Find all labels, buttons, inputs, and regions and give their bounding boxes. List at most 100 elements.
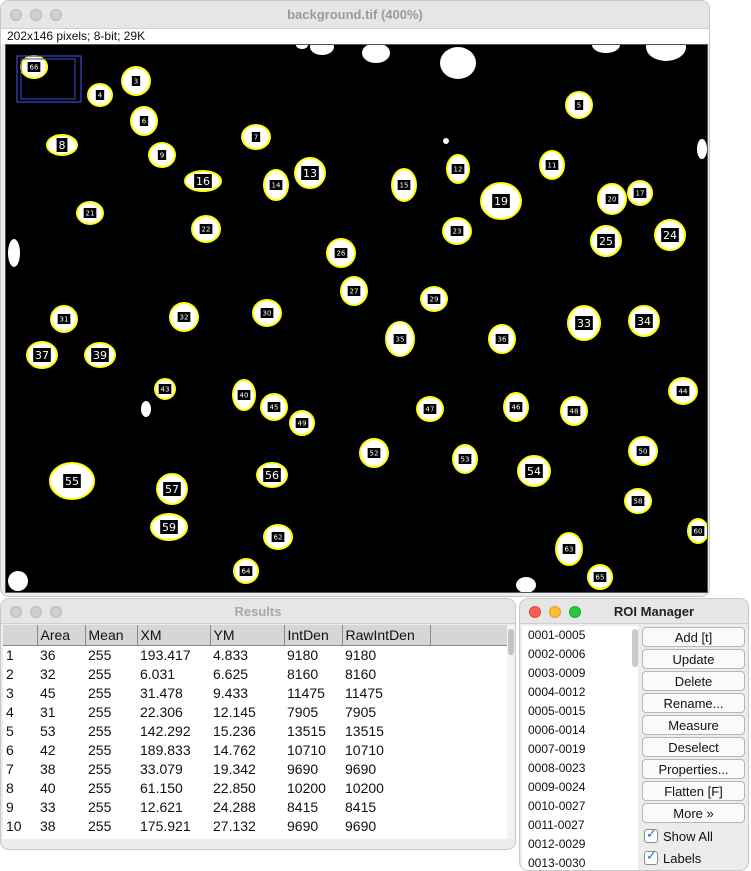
column-header[interactable]: Mean bbox=[85, 625, 138, 646]
image-svg[interactable]: 2345678911121314151617192021222324252627… bbox=[6, 45, 708, 593]
checkbox-checked-icon[interactable] bbox=[644, 849, 658, 865]
image-canvas[interactable]: 2345678911121314151617192021222324252627… bbox=[5, 44, 708, 593]
column-header[interactable]: RawIntDen bbox=[342, 625, 431, 646]
roi-list-item[interactable]: 0001-0005 bbox=[528, 628, 586, 642]
table-cell: 11475 bbox=[345, 684, 383, 701]
results-header-row: Area Mean XM YM IntDen RawIntDen bbox=[3, 625, 508, 646]
table-row[interactable]: 5 53 255 142.292 15.236 13515 13515 bbox=[3, 721, 508, 740]
image-window-titlebar[interactable]: background.tif (400%) bbox=[1, 1, 709, 29]
roi-label-background bbox=[163, 482, 181, 496]
results-window[interactable]: Results Area Mean XM YM IntDen RawIntDen… bbox=[0, 598, 516, 850]
rename-button[interactable]: Rename... bbox=[642, 693, 745, 713]
roi-list-item[interactable]: 0012-0029 bbox=[528, 837, 586, 851]
roi-label: 23 bbox=[453, 228, 462, 236]
flatten-button[interactable]: Flatten [F] bbox=[642, 781, 745, 801]
roi-label: 4 bbox=[98, 92, 103, 100]
measure-button[interactable]: Measure bbox=[642, 715, 745, 735]
table-cell: 33.079 bbox=[140, 760, 183, 777]
window-controls bbox=[10, 9, 62, 21]
close-icon[interactable] bbox=[10, 9, 22, 21]
table-row[interactable]: 3 45 255 31.478 9.433 11475 11475 bbox=[3, 683, 508, 702]
table-row[interactable]: 8 40 255 61.150 22.850 10200 10200 bbox=[3, 778, 508, 797]
column-header[interactable]: YM bbox=[210, 625, 285, 646]
table-cell: 9690 bbox=[287, 817, 319, 834]
roi-manager-title: ROI Manager bbox=[613, 604, 695, 619]
table-cell: 42 bbox=[40, 741, 56, 758]
add-button[interactable]: Add [t] bbox=[642, 627, 745, 647]
selected-roi-rectangle[interactable] bbox=[16, 55, 82, 103]
roi-label-background bbox=[251, 132, 261, 142]
roi-list-item[interactable]: 0010-0027 bbox=[528, 799, 586, 813]
close-icon[interactable] bbox=[10, 606, 22, 618]
roi-manager-titlebar[interactable]: ROI Manager bbox=[520, 599, 748, 624]
roi-list-item[interactable]: 0011-0027 bbox=[528, 818, 585, 832]
table-row[interactable]: 7 38 255 33.079 19.342 9690 9690 bbox=[3, 759, 508, 778]
roi-label-background bbox=[451, 164, 465, 174]
roi-label: 25 bbox=[599, 235, 613, 248]
table-cell: 10200 bbox=[345, 779, 384, 796]
roi-label: 66 bbox=[30, 64, 39, 72]
table-row[interactable]: 10 38 255 175.921 27.132 9690 9690 bbox=[3, 816, 508, 835]
roi-list-item[interactable]: 0005-0015 bbox=[528, 704, 586, 718]
roi-list-item[interactable]: 0006-0014 bbox=[528, 723, 586, 737]
delete-button[interactable]: Delete bbox=[642, 671, 745, 691]
table-cell: 19.342 bbox=[213, 760, 256, 777]
roi-label-background bbox=[239, 566, 253, 576]
roi-list[interactable]: 0001-0005 0002-0006 0003-0009 0004-0012 0005… bbox=[522, 626, 638, 870]
minimize-icon[interactable] bbox=[30, 9, 42, 21]
roi-list-item[interactable]: 0002-0006 bbox=[528, 647, 586, 661]
roi-label-background bbox=[597, 234, 615, 248]
table-row[interactable]: 4 31 255 22.306 12.145 7905 7905 bbox=[3, 702, 508, 721]
roi-label-background bbox=[301, 166, 319, 180]
image-window[interactable]: background.tif (400%) 202x146 pixels; 8-… bbox=[0, 0, 710, 597]
zoom-icon[interactable] bbox=[569, 606, 581, 618]
roi-list-item[interactable]: 0009-0024 bbox=[528, 780, 586, 794]
zoom-icon[interactable] bbox=[50, 9, 62, 21]
roi-label-background bbox=[63, 474, 81, 488]
cell-blob bbox=[440, 47, 476, 79]
update-button[interactable]: Update bbox=[642, 649, 745, 669]
roi-manager-window[interactable]: ROI Manager 0001-0005 0002-0006 0003-0009 0… bbox=[519, 598, 749, 871]
minimize-icon[interactable] bbox=[549, 606, 561, 618]
table-cell: 40 bbox=[40, 779, 56, 796]
checkbox-checked-icon[interactable] bbox=[644, 827, 658, 843]
table-cell: 255 bbox=[88, 760, 112, 777]
table-cell: 7905 bbox=[345, 703, 377, 720]
roi-label-background bbox=[397, 180, 411, 190]
cell-blob bbox=[646, 45, 686, 61]
table-row[interactable]: 1 36 255 193.417 4.833 9180 9180 bbox=[3, 645, 508, 664]
labels-checkbox[interactable]: Labels bbox=[642, 847, 746, 869]
properties-button[interactable]: Properties... bbox=[642, 759, 745, 779]
close-icon[interactable] bbox=[529, 606, 541, 618]
roi-list-scrollbar[interactable] bbox=[632, 629, 638, 667]
table-row[interactable]: 6 42 255 189.833 14.762 10710 10710 bbox=[3, 740, 508, 759]
column-header[interactable] bbox=[3, 625, 38, 646]
column-header[interactable]: Area bbox=[37, 625, 86, 646]
minimize-icon[interactable] bbox=[30, 606, 42, 618]
roi-label: 32 bbox=[180, 314, 189, 322]
roi-label: 26 bbox=[337, 250, 346, 258]
more-button[interactable]: More » bbox=[642, 803, 745, 823]
roi-label-background bbox=[676, 386, 690, 396]
roi-list-item[interactable]: 0013-0030 bbox=[528, 856, 586, 870]
table-cell: 193.417 bbox=[140, 646, 191, 663]
roi-list-item[interactable]: 0004-0012 bbox=[528, 685, 586, 699]
deselect-button[interactable]: Deselect bbox=[642, 737, 745, 757]
results-scrollbar[interactable] bbox=[507, 625, 515, 839]
results-titlebar[interactable]: Results bbox=[1, 599, 515, 624]
scroll-thumb[interactable] bbox=[508, 629, 514, 655]
results-table-area[interactable]: Area Mean XM YM IntDen RawIntDen 1 36 255 1… bbox=[3, 625, 509, 839]
column-header[interactable]: IntDen bbox=[284, 625, 343, 646]
show-all-checkbox[interactable]: Show All bbox=[642, 825, 746, 847]
table-row[interactable]: 9 33 255 12.621 24.288 8415 8415 bbox=[3, 797, 508, 816]
roi-list-item[interactable]: 0008-0023 bbox=[528, 761, 586, 775]
roi-label: 48 bbox=[570, 408, 579, 416]
table-row[interactable]: 2 32 255 6.031 6.625 8160 8160 bbox=[3, 664, 508, 683]
roi-list-item[interactable]: 0007-0019 bbox=[528, 742, 586, 756]
column-header[interactable]: XM bbox=[137, 625, 211, 646]
zoom-icon[interactable] bbox=[50, 606, 62, 618]
table-cell: 8 bbox=[6, 779, 14, 796]
roi-list-item[interactable]: 0003-0009 bbox=[528, 666, 586, 680]
table-cell: 5 bbox=[6, 722, 14, 739]
roi-label-background bbox=[131, 76, 141, 86]
